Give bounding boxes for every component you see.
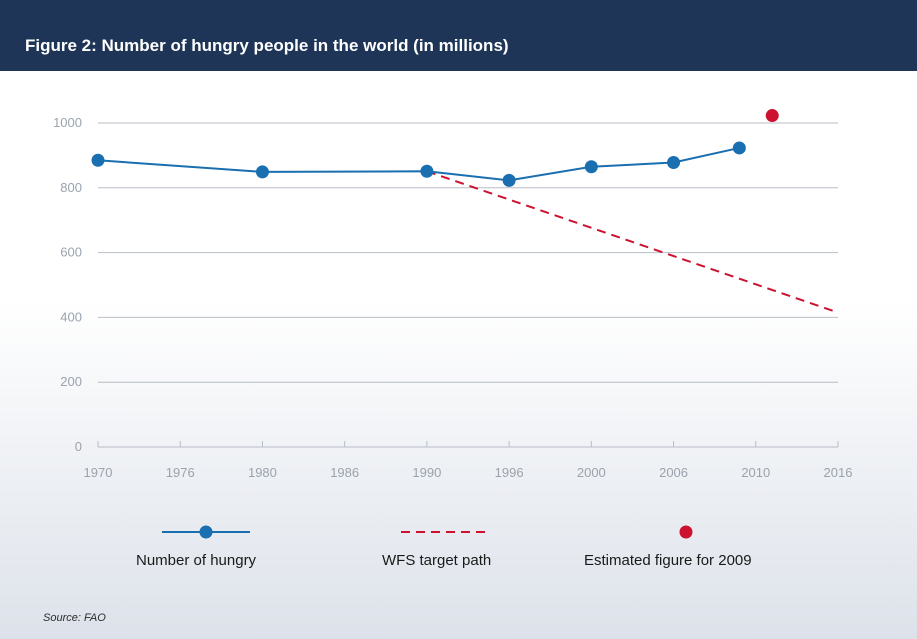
- figure-title: Figure 2: Number of hungry people in the…: [25, 36, 509, 55]
- hungry-data-point: [420, 164, 434, 178]
- legend-label-target: WFS target path: [382, 552, 491, 569]
- x-tick-label: 1976: [166, 465, 195, 480]
- plot-area: [91, 109, 839, 314]
- y-tick-label: 400: [60, 309, 82, 324]
- legend-hungry-marker: [199, 525, 213, 539]
- source-note: Source: FAO: [43, 612, 106, 624]
- hungry-data-point: [502, 173, 516, 187]
- y-tick-label: 200: [60, 374, 82, 389]
- series-number-of-hungry: [97, 146, 740, 182]
- x-tick-label: 2010: [741, 465, 770, 480]
- y-tick-label: 0: [75, 439, 82, 454]
- figure-header: Figure 2: Number of hungry people in the…: [0, 0, 917, 71]
- estimate-2009-point: [765, 109, 779, 123]
- grid-lines: [98, 122, 838, 383]
- legend: Number of hungry WFS target path Estimated…: [136, 525, 752, 569]
- legend-label-estimate: Estimated figure for 2009: [584, 552, 752, 569]
- hungry-data-point: [732, 141, 746, 155]
- x-axis: 1970 1976 1980 1986 1990 1996 2000 2006 2010 2016: [84, 441, 853, 480]
- x-tick-label: 2000: [577, 465, 606, 480]
- hungry-data-point: [584, 160, 598, 174]
- x-tick-label: 1990: [412, 465, 441, 480]
- line-chart: 1970 1976 1980 1986 1990 1996 2000 2006 2010 2016…: [53, 109, 853, 569]
- x-tick-label: 1970: [84, 465, 113, 480]
- hungry-data-point: [255, 165, 269, 179]
- x-tick-label: 1986: [330, 465, 359, 480]
- hungry-data-point: [91, 153, 105, 167]
- legend-estimate-marker: [679, 525, 693, 539]
- x-tick-label: 2016: [824, 465, 853, 480]
- y-tick-label: 800: [60, 180, 82, 195]
- x-tick-label: 1980: [248, 465, 277, 480]
- legend-label-hungry: Number of hungry: [136, 552, 257, 569]
- y-tick-label: 600: [60, 245, 82, 260]
- y-axis-labels: 0 200 400 600 800 1000: [53, 115, 82, 454]
- x-tick-label: 1996: [495, 465, 524, 480]
- series-wfs-target-path: [426, 170, 839, 314]
- y-tick-label: 1000: [53, 115, 82, 130]
- x-tick-label: 2006: [659, 465, 688, 480]
- hungry-data-point: [667, 156, 681, 170]
